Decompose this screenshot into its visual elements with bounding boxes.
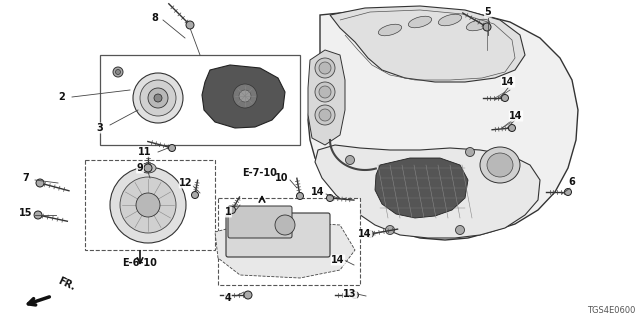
Circle shape — [367, 230, 374, 237]
Circle shape — [385, 226, 394, 235]
Polygon shape — [330, 6, 525, 82]
Bar — [218, 198, 360, 285]
Bar — [85, 160, 215, 250]
Text: 2: 2 — [59, 92, 65, 102]
Text: 14: 14 — [509, 111, 523, 121]
Ellipse shape — [467, 19, 490, 31]
Circle shape — [133, 73, 183, 123]
Circle shape — [315, 105, 335, 125]
Circle shape — [144, 164, 152, 172]
Circle shape — [315, 82, 335, 102]
Polygon shape — [215, 220, 355, 278]
Text: 14: 14 — [332, 255, 345, 265]
Circle shape — [168, 145, 175, 151]
Circle shape — [319, 109, 331, 121]
Text: E-6-10: E-6-10 — [123, 258, 157, 268]
Text: 5: 5 — [484, 7, 492, 17]
Text: 10: 10 — [275, 173, 289, 183]
Polygon shape — [315, 145, 540, 238]
Circle shape — [502, 94, 509, 101]
Circle shape — [140, 80, 176, 116]
FancyBboxPatch shape — [228, 206, 292, 238]
Text: 14: 14 — [501, 77, 515, 87]
Circle shape — [346, 156, 355, 164]
Text: 3: 3 — [97, 123, 104, 133]
Text: 7: 7 — [22, 173, 29, 183]
Text: 15: 15 — [19, 208, 33, 218]
Ellipse shape — [480, 147, 520, 183]
Circle shape — [509, 124, 515, 132]
Circle shape — [228, 206, 236, 213]
Circle shape — [296, 193, 303, 199]
Ellipse shape — [408, 16, 431, 28]
Circle shape — [191, 191, 198, 198]
Ellipse shape — [140, 163, 156, 173]
Text: 14: 14 — [358, 229, 372, 239]
Circle shape — [564, 188, 572, 196]
Polygon shape — [375, 158, 468, 218]
Text: E-7-10: E-7-10 — [243, 168, 277, 178]
Circle shape — [456, 226, 465, 235]
Circle shape — [326, 195, 333, 202]
Text: 14: 14 — [311, 187, 324, 197]
Circle shape — [319, 62, 331, 74]
Polygon shape — [308, 50, 345, 145]
Text: 6: 6 — [568, 177, 575, 187]
Circle shape — [483, 23, 491, 31]
Circle shape — [36, 179, 44, 187]
Ellipse shape — [438, 14, 461, 26]
Polygon shape — [202, 65, 285, 128]
Circle shape — [113, 67, 123, 77]
Bar — [100, 55, 300, 145]
Circle shape — [244, 291, 252, 299]
Circle shape — [154, 94, 162, 102]
Circle shape — [115, 69, 120, 75]
Circle shape — [275, 215, 295, 235]
Circle shape — [233, 84, 257, 108]
Text: 13: 13 — [343, 289, 356, 299]
FancyBboxPatch shape — [226, 213, 330, 257]
Ellipse shape — [378, 24, 402, 36]
Text: 12: 12 — [179, 178, 193, 188]
Text: 9: 9 — [136, 163, 143, 173]
Circle shape — [351, 292, 358, 299]
Circle shape — [120, 177, 176, 233]
Circle shape — [136, 193, 160, 217]
Polygon shape — [308, 8, 578, 240]
Ellipse shape — [487, 153, 513, 177]
Text: 1: 1 — [225, 207, 232, 217]
Circle shape — [239, 90, 251, 102]
Text: 4: 4 — [225, 293, 232, 303]
Circle shape — [319, 86, 331, 98]
Circle shape — [148, 88, 168, 108]
Circle shape — [110, 167, 186, 243]
Circle shape — [186, 21, 194, 29]
Text: TGS4E0600: TGS4E0600 — [587, 306, 635, 315]
Circle shape — [315, 58, 335, 78]
Circle shape — [465, 148, 474, 156]
Text: 8: 8 — [152, 13, 159, 23]
Circle shape — [34, 211, 42, 219]
Text: 11: 11 — [138, 147, 152, 157]
Text: FR.: FR. — [56, 275, 77, 292]
